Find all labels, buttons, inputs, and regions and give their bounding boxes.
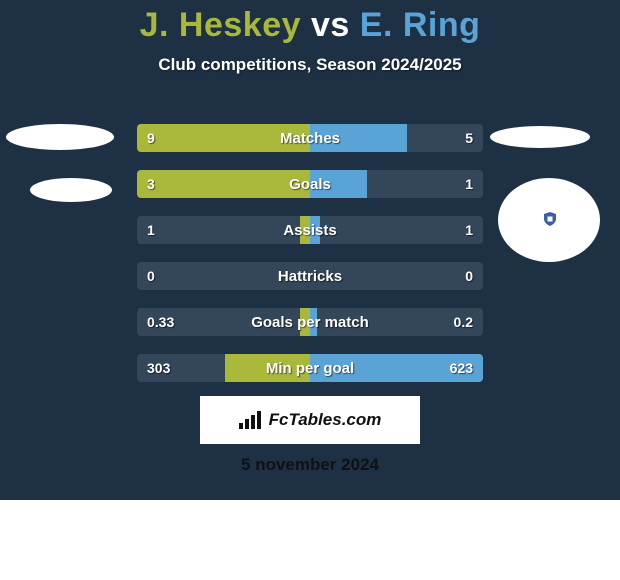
comparison-card: J. Heskey vs E. Ring Club competitions, … [0, 0, 620, 500]
comparison-bars: 95Matches31Goals11Assists00Hattricks0.33… [137, 124, 483, 400]
player2-name: E. Ring [360, 6, 481, 44]
player1-name: J. Heskey [140, 6, 301, 44]
stat-right-value: 623 [440, 354, 483, 382]
stat-left-value: 3 [137, 170, 165, 198]
stat-row: 31Goals [137, 170, 483, 198]
stat-left-value: 0 [137, 262, 165, 290]
stat-left-value: 0.33 [137, 308, 184, 336]
stat-right-value: 1 [455, 170, 483, 198]
stat-right-value: 1 [455, 216, 483, 244]
right-circle [498, 178, 600, 262]
stat-row: 95Matches [137, 124, 483, 152]
stat-right-value: 0 [455, 262, 483, 290]
title: J. Heskey vs E. Ring [0, 0, 620, 45]
subtitle: Club competitions, Season 2024/2025 [0, 55, 620, 75]
stat-row: 11Assists [137, 216, 483, 244]
site-logo: FcTables.com [200, 396, 420, 444]
stat-right-value: 5 [455, 124, 483, 152]
bars-icon [239, 411, 261, 429]
title-vs: vs [311, 6, 350, 44]
stat-left-value: 9 [137, 124, 165, 152]
site-logo-text: FcTables.com [269, 410, 382, 430]
stat-row: 00Hattricks [137, 262, 483, 290]
stat-left-value: 303 [137, 354, 180, 382]
stat-left-value: 1 [137, 216, 165, 244]
left-ellipse-1 [6, 124, 114, 150]
stat-row: 303623Min per goal [137, 354, 483, 382]
stat-row: 0.330.2Goals per match [137, 308, 483, 336]
right-ellipse-1 [490, 126, 590, 148]
generation-date: 5 november 2024 [0, 455, 620, 475]
club-badge-icon [543, 212, 557, 226]
stat-right-value: 0.2 [444, 308, 483, 336]
left-ellipse-2 [30, 178, 112, 202]
